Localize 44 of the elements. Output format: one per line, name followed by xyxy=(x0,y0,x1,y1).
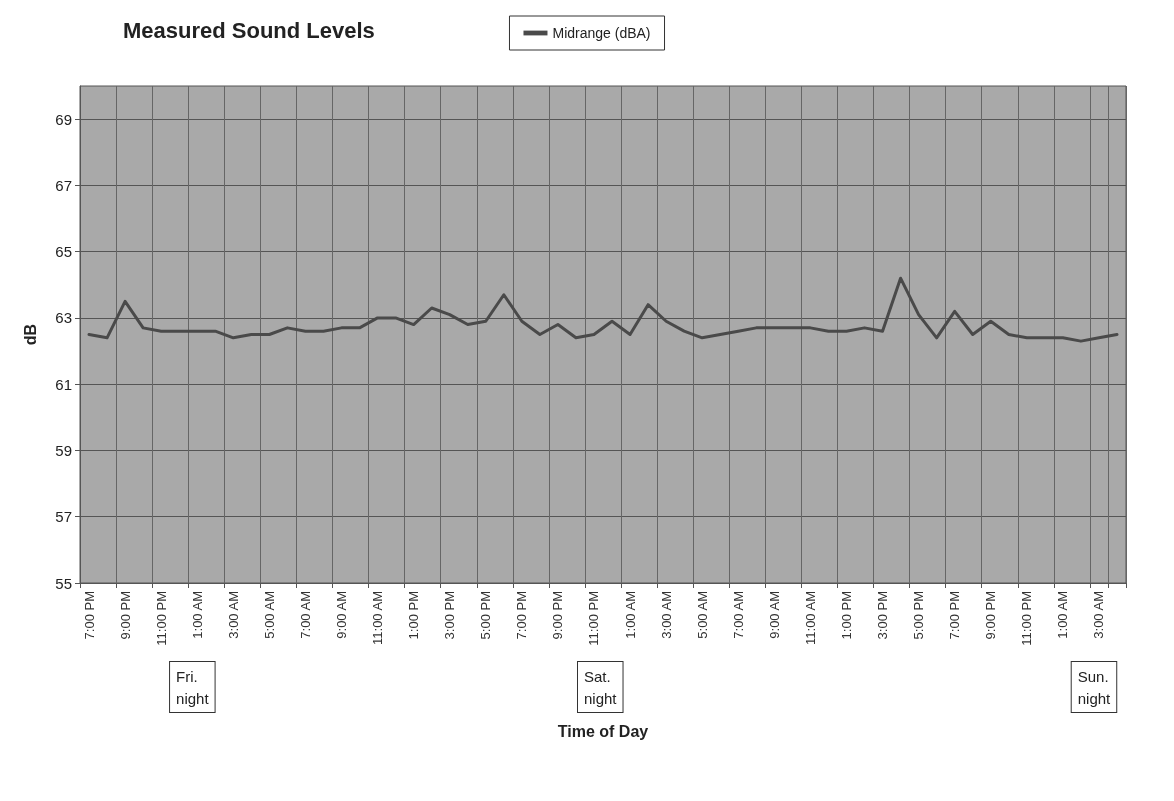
x-tick-label: 7:00 PM xyxy=(81,591,97,640)
x-tick-label: 3:00 AM xyxy=(1091,591,1107,639)
text: Sat. night xyxy=(584,667,618,707)
x-tick-label: 9:00 AM xyxy=(334,591,349,639)
x-tick-label: 7:00 PM xyxy=(947,591,963,640)
text: Sun. night xyxy=(1077,667,1112,707)
y-tick-label: 61 xyxy=(55,375,72,393)
x-axis-title: Time of Day xyxy=(557,722,649,740)
x-tick-label: 11:00 PM xyxy=(153,591,169,646)
x-tick-label: 9:00 AM xyxy=(766,591,782,639)
x-tick-label: 3:00 PM xyxy=(442,591,458,640)
y-tick-label: 63 xyxy=(55,309,72,327)
x-tick-label: 5:00 AM xyxy=(694,591,710,639)
y-tick-label: 57 xyxy=(55,508,72,526)
x-tick-label: 5:00 AM xyxy=(261,591,277,639)
text: Fri. night xyxy=(176,667,210,707)
y-axis-title: dB xyxy=(21,323,39,346)
y-tick-label: 67 xyxy=(55,176,72,194)
x-tick-label: 11:00 PM xyxy=(586,591,602,646)
chart-title: Measured Sound Levels xyxy=(123,17,375,43)
x-tick-label: 1:00 AM xyxy=(189,591,205,639)
x-tick-label: 5:00 PM xyxy=(478,591,494,640)
x-tick-label: 11:00 AM xyxy=(370,591,386,645)
y-tick-label: 69 xyxy=(55,110,72,128)
x-tick-label: 9:00 PM xyxy=(117,591,133,640)
x-tick-label: 7:00 PM xyxy=(514,591,530,640)
x-tick-label: 3:00 AM xyxy=(225,591,241,639)
x-tick-label: 9:00 PM xyxy=(550,591,566,640)
x-tick-label: 7:00 AM xyxy=(730,591,746,639)
x-tick-label: 11:00 AM xyxy=(802,591,818,645)
x-tick-label: 11:00 PM xyxy=(1019,591,1035,646)
x-tick-label: 1:00 PM xyxy=(406,591,422,640)
x-tick-label: 1:00 PM xyxy=(838,591,854,640)
y-tick-label: 59 xyxy=(55,441,72,459)
legend-label: Midrange (dBA) xyxy=(552,25,651,41)
x-tick-label: 3:00 AM xyxy=(658,591,674,639)
y-tick-label: 65 xyxy=(55,243,72,261)
x-tick-label: 3:00 PM xyxy=(875,591,891,640)
x-tick-label: 7:00 AM xyxy=(297,591,313,639)
x-tick-label: 5:00 PM xyxy=(911,591,927,640)
x-tick-label: 9:00 PM xyxy=(983,591,999,640)
x-tick-label: 1:00 AM xyxy=(622,591,638,639)
y-tick-label: 55 xyxy=(55,574,72,592)
x-tick-label: 1:00 AM xyxy=(1055,591,1071,639)
